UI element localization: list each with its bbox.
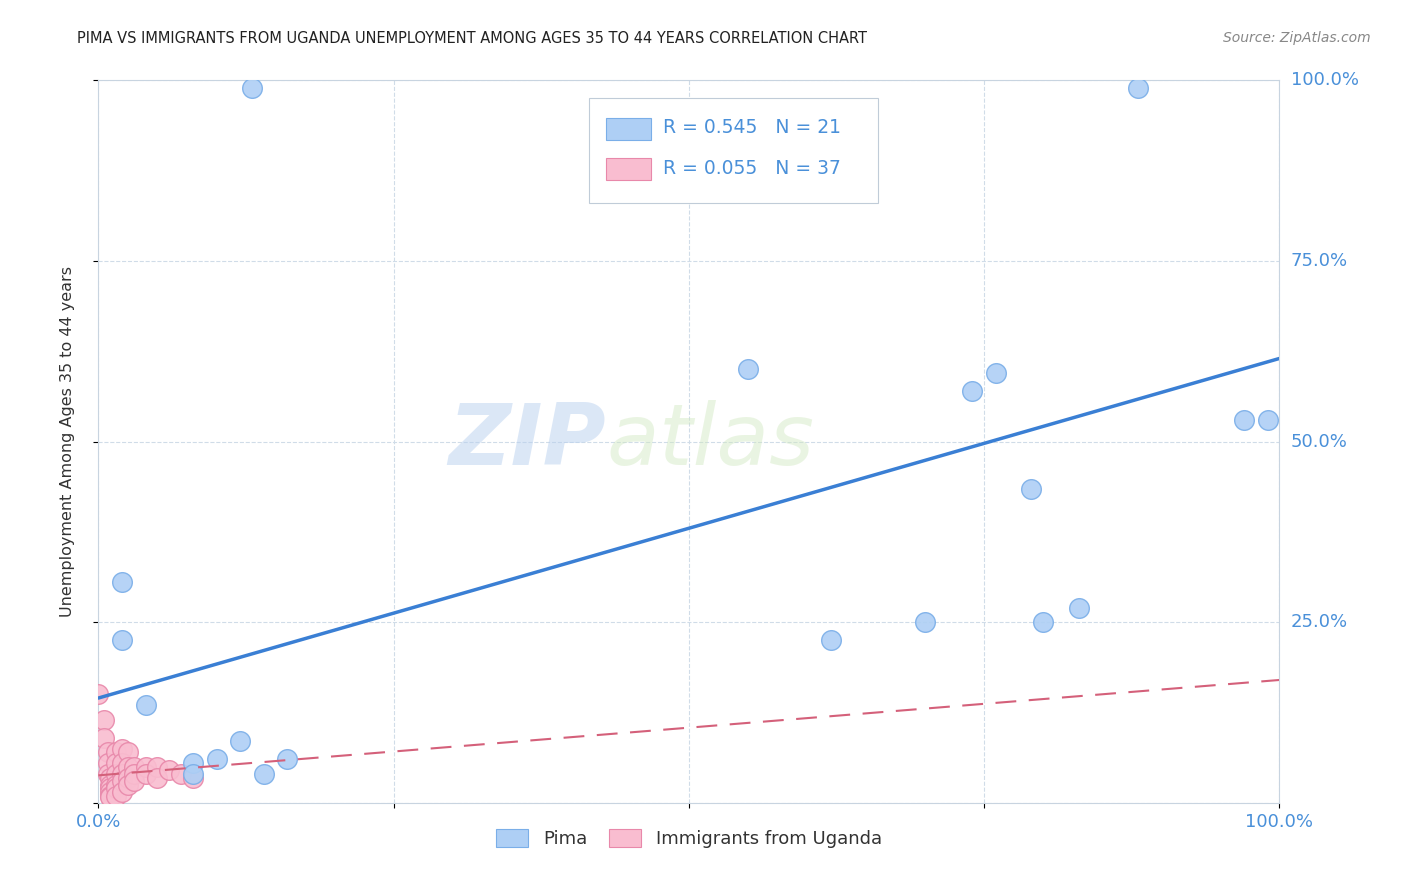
Text: 50.0%: 50.0% (1291, 433, 1347, 450)
Point (105, 745, 128, 759)
Point (135, 698, 157, 713)
Point (181, 771, 204, 785)
Point (117, 760, 139, 774)
Point (181, 756, 204, 770)
Point (122, 760, 145, 774)
Point (111, 774, 134, 789)
Y-axis label: Unemployment Among Ages 35 to 44 years: Unemployment Among Ages 35 to 44 years (60, 266, 75, 617)
Point (111, 575, 134, 590)
Point (1126, 80, 1149, 95)
Point (135, 760, 157, 774)
Point (146, 771, 169, 785)
Text: ZIP: ZIP (449, 400, 606, 483)
Point (737, 362, 759, 376)
Point (105, 756, 128, 770)
Point (1021, 482, 1043, 496)
Point (87, 687, 110, 701)
Point (122, 767, 145, 781)
Text: Source: ZipAtlas.com: Source: ZipAtlas.com (1223, 31, 1371, 45)
Point (276, 752, 298, 766)
Point (98, 789, 121, 803)
Point (181, 767, 204, 781)
Point (135, 767, 157, 781)
Point (105, 767, 128, 781)
Point (1067, 600, 1090, 615)
Point (98, 771, 121, 785)
Point (117, 745, 139, 759)
Point (111, 633, 134, 648)
Point (914, 615, 936, 630)
Text: R = 0.545   N = 21: R = 0.545 N = 21 (664, 119, 841, 137)
Point (111, 767, 134, 781)
Point (98, 785, 121, 799)
Point (117, 778, 139, 792)
Point (205, 752, 228, 766)
Text: 75.0%: 75.0% (1291, 252, 1348, 270)
Point (98, 781, 121, 796)
Text: R = 0.055   N = 37: R = 0.055 N = 37 (664, 159, 841, 178)
Point (111, 785, 134, 799)
Point (146, 760, 169, 774)
Point (97, 745, 120, 759)
Point (97, 756, 120, 770)
Point (97, 767, 120, 781)
FancyBboxPatch shape (589, 98, 877, 203)
Point (98, 778, 121, 792)
Text: PIMA VS IMMIGRANTS FROM UGANDA UNEMPLOYMENT AMONG AGES 35 TO 44 YEARS CORRELATIO: PIMA VS IMMIGRANTS FROM UGANDA UNEMPLOYM… (77, 31, 868, 46)
Point (105, 789, 128, 803)
Point (157, 764, 180, 778)
Point (105, 778, 128, 792)
Point (111, 756, 134, 770)
Point (240, 80, 263, 95)
Point (962, 384, 984, 398)
Point (229, 734, 252, 748)
Point (1032, 615, 1054, 630)
Point (105, 781, 128, 796)
Point (253, 767, 276, 781)
Point (93, 713, 115, 727)
Point (111, 741, 134, 756)
Text: atlas: atlas (606, 400, 814, 483)
Point (93, 731, 115, 745)
Text: 100.0%: 100.0% (1291, 71, 1358, 89)
Point (98, 790, 121, 805)
FancyBboxPatch shape (606, 118, 651, 139)
Point (984, 366, 1007, 380)
Point (170, 767, 193, 781)
Point (117, 771, 139, 785)
FancyBboxPatch shape (606, 158, 651, 180)
Text: 25.0%: 25.0% (1291, 613, 1348, 632)
Point (1233, 413, 1256, 427)
Legend: Pima, Immigrants from Uganda: Pima, Immigrants from Uganda (489, 822, 889, 855)
Point (820, 633, 842, 648)
Point (122, 774, 145, 789)
Point (1257, 413, 1279, 427)
